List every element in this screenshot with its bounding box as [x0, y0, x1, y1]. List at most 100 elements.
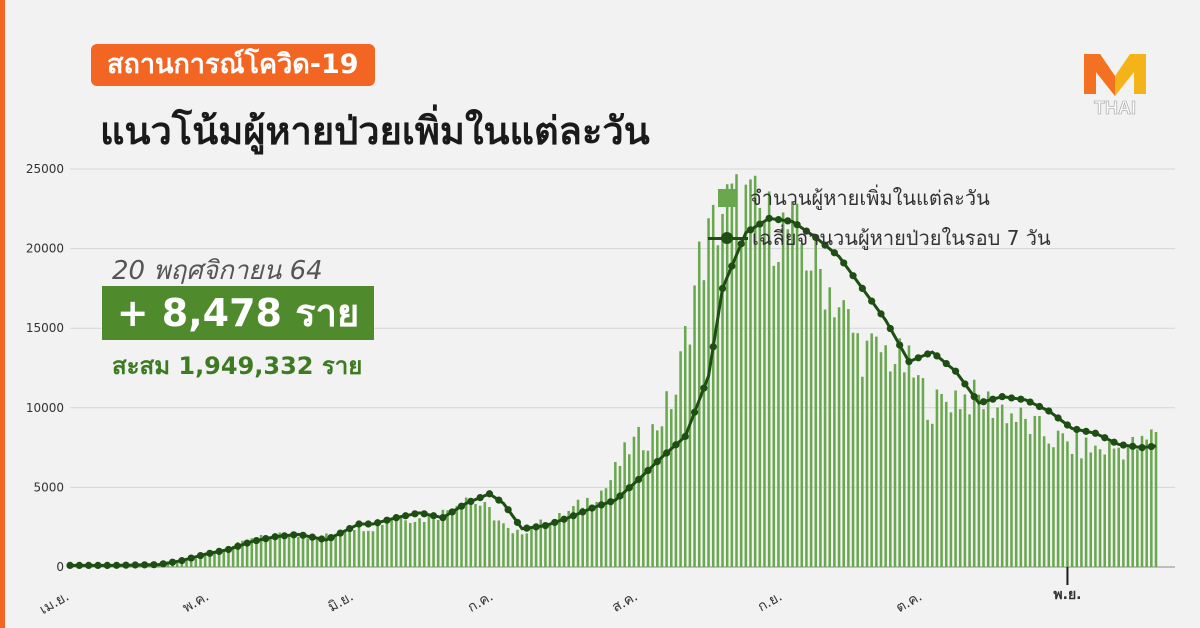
bar-mark [991, 417, 995, 567]
bar-mark [1084, 437, 1088, 567]
average-point [1101, 434, 1109, 442]
average-point [672, 441, 680, 449]
bar-mark [147, 565, 151, 567]
bar-mark [707, 218, 710, 568]
bar-mark [297, 536, 300, 567]
bar-mark [1019, 407, 1023, 567]
average-point [523, 524, 531, 532]
mthai-logo: THAI [1084, 54, 1146, 118]
bar-mark [702, 280, 706, 567]
bar-mark [777, 261, 780, 567]
average-point [560, 515, 568, 523]
average-point [961, 380, 969, 388]
bar-mark [977, 394, 981, 567]
bar-mark [343, 530, 347, 567]
bar-mark [865, 340, 869, 567]
bar-mark [306, 538, 309, 567]
average-point [299, 531, 307, 539]
bar-mark [175, 562, 179, 567]
bar-mark [404, 520, 407, 567]
bar-mark [245, 541, 249, 567]
daily-recovery-bars [73, 174, 1158, 568]
average-point [541, 522, 550, 530]
bar-mark [1052, 447, 1055, 567]
bar-mark [432, 519, 435, 567]
bar-mark [823, 309, 827, 567]
bar-mark [427, 514, 431, 567]
bar-mark [511, 533, 515, 567]
bar-mark [362, 531, 365, 567]
average-point [206, 549, 214, 557]
bar-mark [632, 436, 636, 567]
bar-mark [870, 333, 873, 567]
bar-mark [721, 213, 724, 567]
bar-mark [548, 524, 552, 567]
average-point [886, 324, 894, 333]
average-point [933, 352, 941, 360]
bar-mark [1033, 415, 1037, 567]
average-point [756, 220, 764, 228]
bar-mark [311, 534, 314, 567]
average-point [942, 359, 950, 368]
bar-mark [856, 333, 859, 567]
bar-mark [1131, 436, 1134, 567]
average-point [951, 367, 960, 375]
bar-mark [492, 520, 496, 567]
bar-mark [623, 442, 626, 567]
bar-mark [572, 506, 575, 567]
average-point [1045, 407, 1053, 415]
average-point [392, 514, 400, 522]
average-point [774, 216, 783, 224]
bar-mark [357, 523, 361, 567]
bar-mark [581, 507, 584, 567]
average-point [215, 547, 223, 555]
bar-mark [725, 184, 729, 567]
average-point [532, 523, 540, 531]
average-point [849, 272, 857, 280]
y-tick-label: 20000 [26, 242, 64, 256]
topic-badge: สถานการณ์โควิด-19 [91, 44, 375, 86]
bar-mark [329, 534, 333, 567]
bar-mark [963, 394, 967, 567]
bar-mark [180, 562, 184, 567]
bar-mark [1028, 434, 1032, 567]
average-point [840, 259, 848, 267]
bar-mark [315, 537, 319, 567]
average-point [308, 533, 316, 541]
bar-mark [674, 394, 678, 567]
bar-mark [735, 174, 738, 567]
bar-mark [669, 409, 673, 567]
average-point [718, 284, 727, 292]
average-point [1007, 394, 1016, 402]
bar-mark [376, 523, 379, 567]
bar-mark [982, 409, 985, 567]
average-point [364, 520, 372, 528]
average-point [784, 217, 792, 225]
bar-mark [903, 372, 906, 567]
bar-mark [231, 545, 235, 567]
bar-mark [614, 461, 617, 567]
bar-mark [1150, 429, 1153, 567]
y-tick-label: 10000 [26, 401, 64, 415]
average-point [896, 341, 904, 349]
bar-mark [460, 505, 463, 567]
average-point [336, 529, 344, 537]
x-tick-label: เม.ย. [37, 589, 72, 618]
bar-mark [497, 520, 501, 567]
average-point [150, 561, 158, 569]
legend-label-line: เฉลี่ยจำนวนผู้หายป่วยในรอบ 7 วัน [752, 226, 1051, 250]
bar-mark [590, 504, 594, 567]
bar-mark [353, 530, 356, 567]
bar-mark [586, 497, 589, 567]
bar-mark [185, 560, 188, 567]
bar-mark [1126, 447, 1130, 567]
average-point [94, 561, 102, 570]
bar-mark [1145, 439, 1148, 567]
average-point [588, 504, 596, 512]
bar-mark [418, 518, 421, 567]
bar-mark [1122, 459, 1125, 567]
legend-item-bars: จำนวนผู้หายเพิ่มในแต่ละวัน [718, 178, 1051, 218]
bar-mark [325, 533, 328, 567]
bar-mark [408, 522, 412, 567]
